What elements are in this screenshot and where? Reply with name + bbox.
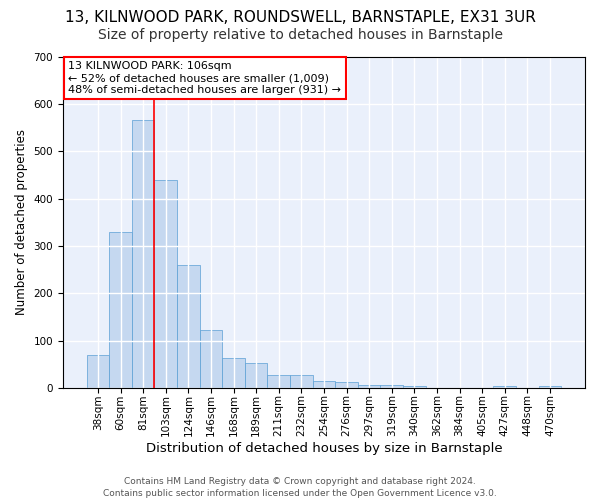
Bar — [132, 120, 154, 388]
Bar — [109, 232, 132, 388]
Bar — [493, 386, 516, 388]
Bar — [403, 386, 425, 388]
Bar — [313, 381, 335, 388]
Bar — [539, 386, 561, 388]
Bar — [290, 375, 313, 388]
Y-axis label: Number of detached properties: Number of detached properties — [15, 130, 28, 316]
Bar — [200, 330, 222, 388]
Bar — [268, 375, 290, 388]
Text: Contains HM Land Registry data © Crown copyright and database right 2024.
Contai: Contains HM Land Registry data © Crown c… — [103, 476, 497, 498]
Bar — [380, 385, 403, 388]
Text: 13, KILNWOOD PARK, ROUNDSWELL, BARNSTAPLE, EX31 3UR: 13, KILNWOOD PARK, ROUNDSWELL, BARNSTAPL… — [65, 10, 535, 25]
Bar — [86, 355, 109, 388]
Bar — [335, 382, 358, 388]
Bar — [177, 265, 200, 388]
Bar — [358, 385, 380, 388]
Text: 13 KILNWOOD PARK: 106sqm
← 52% of detached houses are smaller (1,009)
48% of sem: 13 KILNWOOD PARK: 106sqm ← 52% of detach… — [68, 62, 341, 94]
Bar — [245, 363, 268, 388]
Text: Size of property relative to detached houses in Barnstaple: Size of property relative to detached ho… — [97, 28, 503, 42]
X-axis label: Distribution of detached houses by size in Barnstaple: Distribution of detached houses by size … — [146, 442, 502, 455]
Bar — [154, 180, 177, 388]
Bar — [222, 358, 245, 388]
